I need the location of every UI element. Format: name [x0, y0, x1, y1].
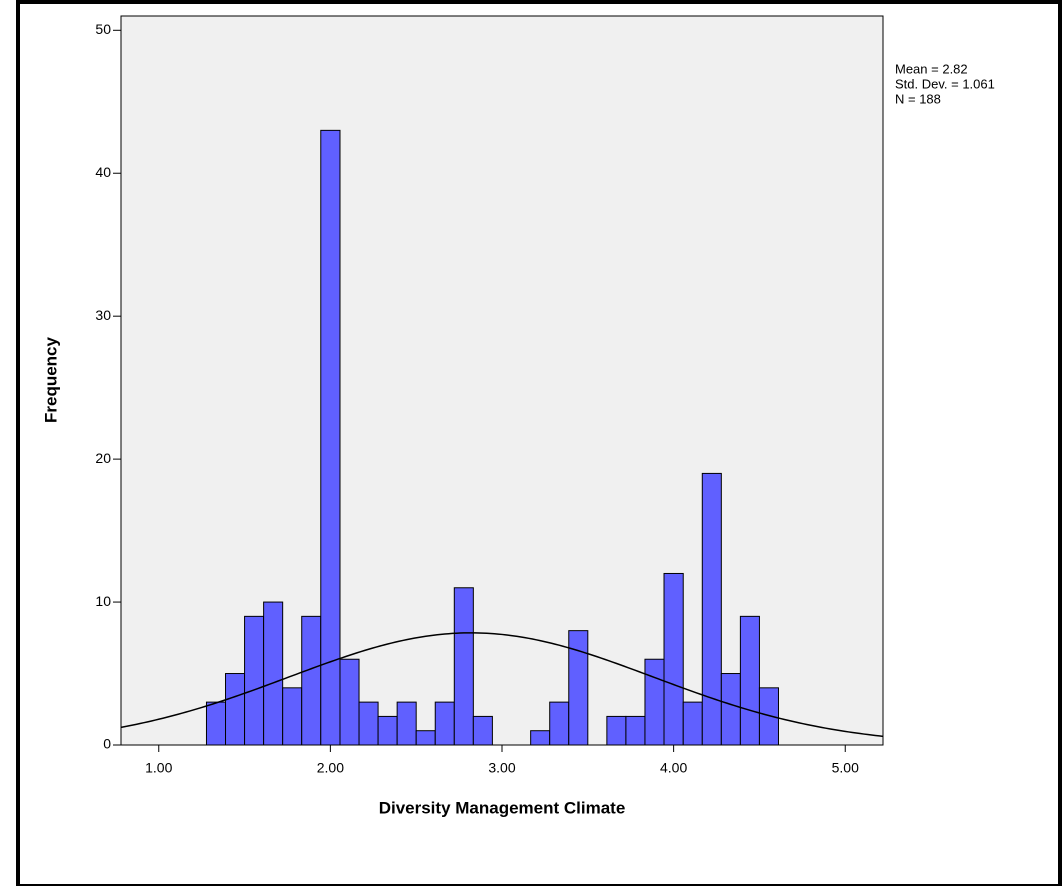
stat-mean: Mean = 2.82: [895, 61, 968, 76]
x-tick-label: 4.00: [660, 760, 687, 776]
bar: [320, 129, 341, 746]
bar: [301, 615, 322, 746]
bar: [263, 601, 284, 746]
bar: [606, 715, 627, 746]
bar: [549, 701, 570, 746]
x-tick-label: 5.00: [832, 760, 859, 776]
bar: [339, 658, 360, 746]
normal-curve: [120, 632, 884, 738]
bar: [358, 701, 379, 746]
bar: [453, 587, 474, 746]
bar: [530, 730, 551, 746]
x-tick-label: 1.00: [145, 760, 172, 776]
bar: [625, 715, 646, 746]
bar: [244, 615, 265, 746]
y-tick-label: 0: [103, 736, 111, 752]
stat-n: N = 188: [895, 91, 941, 106]
y-tick-label: 30: [95, 307, 111, 323]
bar: [663, 572, 684, 746]
x-tick-label: 2.00: [317, 760, 344, 776]
bar: [225, 673, 246, 746]
x-tick-label: 3.00: [488, 760, 515, 776]
bar: [396, 701, 417, 746]
bar: [282, 687, 303, 746]
y-tick-label: 40: [95, 164, 111, 180]
bar: [205, 701, 227, 746]
bar: [415, 730, 436, 746]
bar: [739, 615, 760, 746]
bar: [644, 658, 665, 746]
bar: [720, 673, 741, 746]
bar: [568, 630, 589, 746]
y-tick-label: 20: [95, 450, 111, 466]
bar: [377, 715, 398, 746]
bar: [472, 715, 493, 746]
bar: [701, 472, 722, 746]
y-axis-label: Frequency: [41, 336, 60, 423]
stat-sd: Std. Dev. = 1.061: [895, 76, 995, 91]
bar: [434, 701, 455, 746]
bar: [682, 701, 703, 746]
x-axis-label: Diversity Management Climate: [379, 798, 626, 817]
y-tick-label: 50: [95, 21, 111, 37]
plot-area: [120, 15, 884, 746]
y-tick-label: 10: [95, 593, 111, 609]
frame: [16, 0, 1062, 886]
bar: [758, 687, 779, 746]
